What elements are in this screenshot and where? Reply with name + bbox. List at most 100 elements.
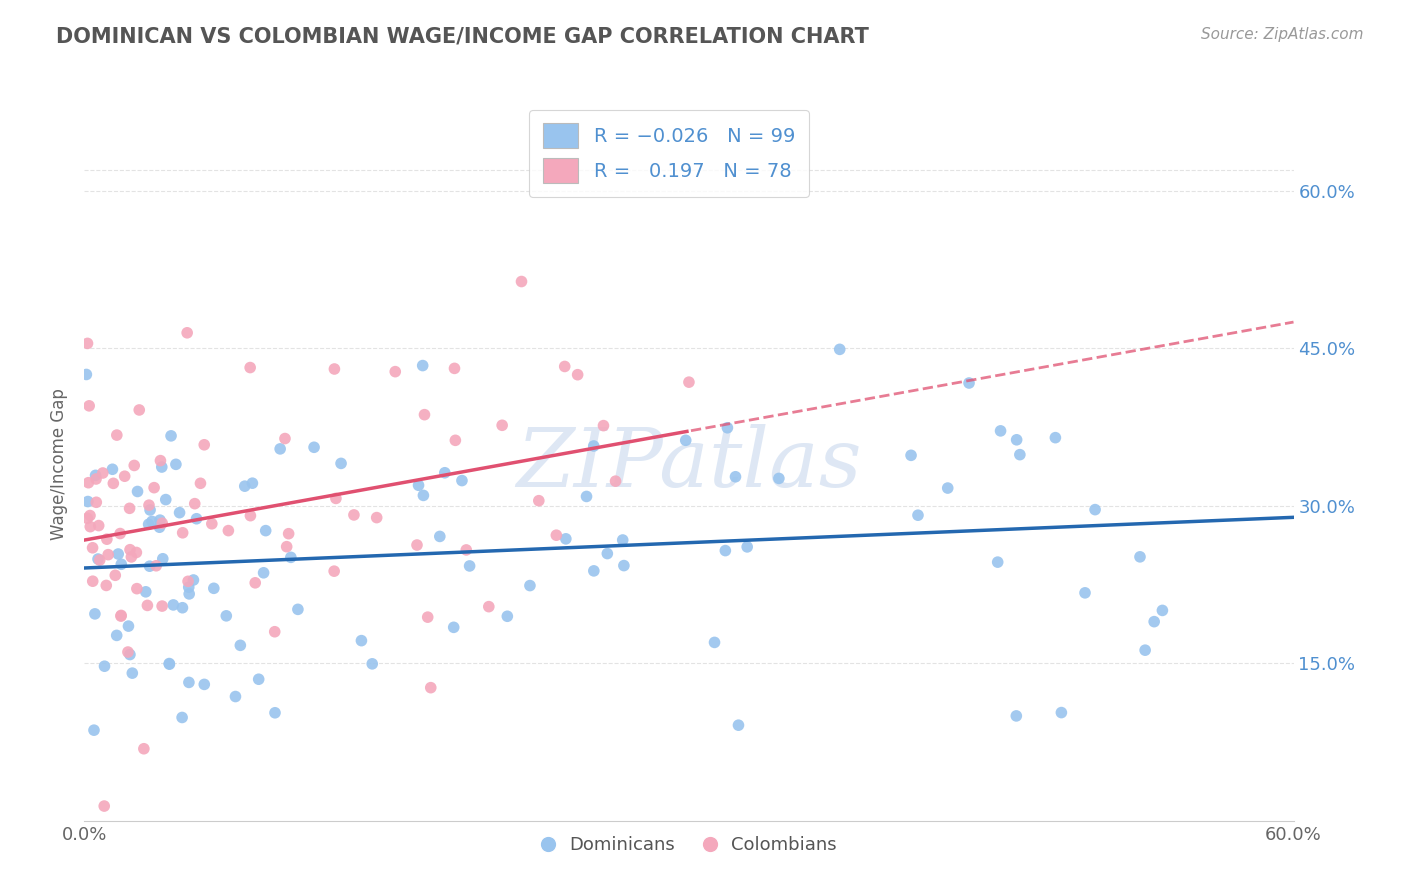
Point	[91, 466, 114, 480]
Point	[429, 529, 451, 543]
Point	[546, 528, 568, 542]
Point	[458, 558, 481, 573]
Point	[1050, 706, 1073, 720]
Point	[150, 599, 173, 613]
Point	[184, 497, 207, 511]
Point	[419, 681, 441, 695]
Point	[84, 607, 107, 621]
Point	[443, 620, 465, 634]
Point	[105, 428, 128, 442]
Point	[157, 657, 180, 671]
Point	[1074, 586, 1097, 600]
Point	[145, 558, 167, 573]
Point	[276, 540, 298, 554]
Point	[675, 434, 697, 448]
Point	[592, 418, 614, 433]
Point	[229, 638, 252, 652]
Point	[263, 624, 285, 639]
Point	[177, 675, 200, 690]
Point	[118, 542, 141, 557]
Point	[84, 468, 107, 483]
Point	[121, 666, 143, 681]
Point	[149, 513, 172, 527]
Point	[84, 472, 107, 486]
Point	[224, 690, 246, 704]
Point	[155, 492, 177, 507]
Point	[108, 526, 131, 541]
Point	[1008, 448, 1031, 462]
Point	[605, 474, 627, 488]
Point	[247, 672, 270, 686]
Point	[412, 359, 434, 373]
Point	[519, 578, 541, 592]
Text: DOMINICAN VS COLOMBIAN WAGE/INCOME GAP CORRELATION CHART: DOMINICAN VS COLOMBIAN WAGE/INCOME GAP C…	[56, 27, 869, 46]
Point	[141, 515, 163, 529]
Point	[177, 580, 200, 594]
Point	[254, 524, 277, 538]
Point	[239, 508, 262, 523]
Point	[138, 498, 160, 512]
Point	[152, 551, 174, 566]
Point	[678, 375, 700, 389]
Point	[245, 575, 267, 590]
Point	[96, 578, 118, 592]
Point	[136, 599, 159, 613]
Point	[714, 543, 737, 558]
Point	[160, 429, 183, 443]
Point	[183, 573, 205, 587]
Point	[125, 582, 148, 596]
Point	[77, 399, 100, 413]
Point	[325, 491, 347, 506]
Point	[135, 584, 157, 599]
Point	[554, 359, 576, 374]
Point	[264, 706, 287, 720]
Point	[1143, 615, 1166, 629]
Point	[150, 516, 173, 531]
Point	[110, 608, 132, 623]
Point	[716, 421, 738, 435]
Point	[343, 508, 366, 522]
Point	[990, 424, 1012, 438]
Point	[117, 645, 139, 659]
Point	[239, 360, 262, 375]
Point	[828, 343, 851, 357]
Point	[84, 495, 107, 509]
Point	[350, 633, 373, 648]
Point	[412, 488, 434, 502]
Point	[190, 476, 212, 491]
Point	[361, 657, 384, 671]
Point	[138, 559, 160, 574]
Point	[444, 434, 467, 448]
Point	[274, 432, 297, 446]
Point	[110, 558, 132, 572]
Point	[150, 460, 173, 475]
Point	[735, 540, 758, 554]
Point	[77, 494, 100, 508]
Point	[82, 541, 104, 555]
Point	[117, 619, 139, 633]
Point	[384, 365, 406, 379]
Point	[451, 474, 474, 488]
Point	[179, 587, 201, 601]
Point	[77, 475, 100, 490]
Point	[93, 799, 115, 814]
Point	[148, 520, 170, 534]
Point	[176, 326, 198, 340]
Point	[79, 508, 101, 523]
Point	[169, 506, 191, 520]
Point	[87, 552, 110, 566]
Point	[323, 362, 346, 376]
Point	[269, 442, 291, 456]
Point	[582, 439, 605, 453]
Text: ZIPatlas: ZIPatlas	[516, 424, 862, 504]
Point	[612, 533, 634, 547]
Point	[143, 481, 166, 495]
Point	[323, 564, 346, 578]
Point	[724, 469, 747, 483]
Point	[186, 512, 208, 526]
Point	[252, 566, 274, 580]
Point	[101, 462, 124, 476]
Point	[1084, 502, 1107, 516]
Point	[202, 582, 225, 596]
Point	[120, 549, 142, 564]
